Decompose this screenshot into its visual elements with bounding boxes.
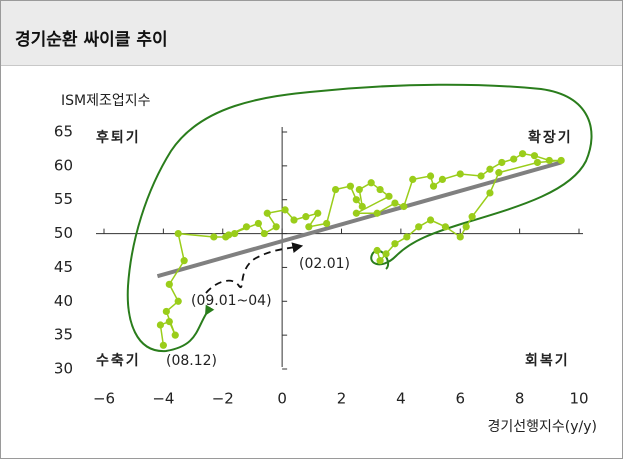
point <box>385 192 393 200</box>
point <box>305 223 313 231</box>
annotation: 후퇴기 <box>96 130 141 146</box>
x-tick-label: 10 <box>569 390 588 408</box>
point <box>355 185 363 194</box>
point <box>557 156 565 165</box>
point <box>426 216 435 224</box>
y-tick-label: 65 <box>54 123 73 141</box>
point <box>263 209 271 217</box>
point <box>165 318 173 326</box>
point <box>376 257 384 265</box>
annotation: (02.01) <box>299 256 350 272</box>
point <box>415 223 423 231</box>
point <box>477 172 485 180</box>
point <box>323 219 331 228</box>
annotation: 수축기 <box>96 353 141 369</box>
point <box>290 216 298 224</box>
x-axis-label: 경기선행지수(y/y) <box>488 419 598 435</box>
point <box>331 185 340 194</box>
x-tick-label: 2 <box>337 390 347 408</box>
point <box>391 199 399 207</box>
point <box>486 189 494 197</box>
point <box>174 297 182 305</box>
point <box>438 175 447 183</box>
point <box>162 307 170 316</box>
point <box>346 182 355 190</box>
point <box>530 152 539 160</box>
trend-line <box>156 160 562 279</box>
header: 경기순환 싸이클 추이 <box>1 1 622 66</box>
point <box>462 223 470 231</box>
point <box>159 341 167 349</box>
point <box>456 170 464 178</box>
point <box>314 209 322 217</box>
x-tick-label: 4 <box>396 390 406 408</box>
point <box>231 229 239 238</box>
point <box>352 196 360 204</box>
y-tick-label: 60 <box>54 156 73 174</box>
x-tick-label: −6 <box>93 390 115 408</box>
cycle-loop <box>126 83 593 353</box>
point <box>486 165 494 173</box>
point <box>367 179 375 187</box>
point <box>352 209 360 217</box>
dashed-arrow <box>205 242 304 294</box>
series-line <box>159 152 562 346</box>
point <box>210 233 218 241</box>
title: 경기순환 싸이클 추이 <box>15 30 168 50</box>
y-tick-label: 30 <box>54 360 73 378</box>
point <box>376 185 384 194</box>
annotation: (09.01~04) <box>191 293 272 309</box>
annotation: 회복기 <box>525 353 570 369</box>
point <box>174 229 182 238</box>
annotation: (08.12) <box>166 353 217 369</box>
point <box>373 246 381 255</box>
point <box>373 209 381 217</box>
point <box>498 158 506 167</box>
point <box>495 169 503 177</box>
y-axis-label: ISM제조업지수 <box>61 93 151 109</box>
point <box>382 250 390 258</box>
point <box>180 257 188 265</box>
point <box>545 156 553 165</box>
point <box>400 202 408 211</box>
y-tick-label: 35 <box>54 326 73 344</box>
x-tick-label: 8 <box>515 390 525 408</box>
point <box>165 280 173 288</box>
point <box>302 213 310 221</box>
point <box>242 223 251 231</box>
y-tick-label: 50 <box>54 224 73 242</box>
point <box>225 231 233 239</box>
point <box>391 240 399 248</box>
point <box>441 223 450 231</box>
y-tick-label: 45 <box>54 258 73 276</box>
point <box>510 155 518 163</box>
point <box>281 206 289 214</box>
point <box>260 229 268 238</box>
point <box>171 331 179 339</box>
y-tick-label: 55 <box>54 190 73 208</box>
point <box>358 202 366 211</box>
y-tick-label: 40 <box>54 292 73 310</box>
annotation: 확장기 <box>528 129 573 146</box>
point <box>156 321 165 329</box>
point <box>533 158 542 167</box>
point <box>272 223 280 231</box>
point <box>518 150 527 158</box>
point <box>456 233 464 241</box>
point <box>426 172 435 180</box>
x-tick-label: −4 <box>152 390 174 408</box>
point <box>429 182 438 190</box>
point <box>403 233 411 241</box>
point <box>254 219 262 228</box>
x-tick-label: 6 <box>455 390 465 408</box>
x-tick-label: −2 <box>212 390 234 408</box>
point <box>468 213 476 221</box>
point <box>409 175 417 183</box>
x-tick-label: 0 <box>277 390 287 408</box>
